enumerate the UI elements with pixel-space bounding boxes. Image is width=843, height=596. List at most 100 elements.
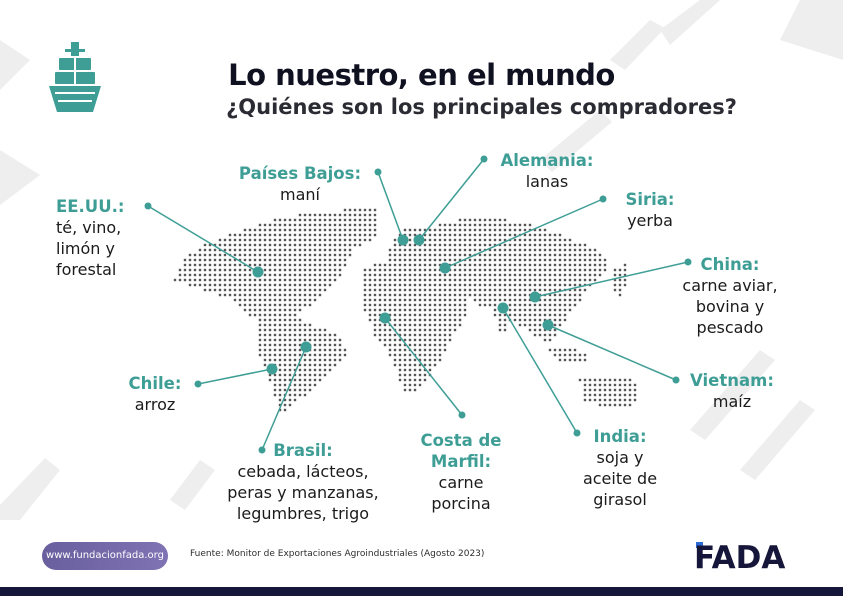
map-dot (518, 258, 522, 262)
map-dot (498, 228, 502, 232)
map-dot (458, 288, 462, 292)
map-dot (588, 263, 592, 267)
map-dot (383, 328, 387, 332)
map-dot (428, 268, 432, 272)
map-dot (293, 373, 297, 377)
map-dot (568, 308, 572, 312)
map-dot (278, 363, 282, 367)
map-dot (268, 283, 272, 287)
map-dot (483, 243, 487, 247)
map-dot (543, 308, 547, 312)
map-dot (278, 403, 282, 407)
map-dot (503, 318, 507, 322)
map-dot (433, 343, 437, 347)
label-eeuu: EE.UU.: té, vino, limón y forestal (56, 196, 124, 280)
map-dot (398, 373, 402, 377)
map-dot (303, 273, 307, 277)
map-dot (383, 333, 387, 337)
map-dot (188, 263, 192, 267)
map-dot (323, 333, 327, 337)
map-dot (523, 323, 527, 327)
map-dot (228, 268, 232, 272)
map-dot (313, 258, 317, 262)
map-dot (283, 258, 287, 262)
map-dot (403, 278, 407, 282)
map-dot (393, 258, 397, 262)
map-dot (278, 343, 282, 347)
leader-paises-bajos-label-dot (374, 168, 382, 176)
map-dot (193, 258, 197, 262)
map-dot (478, 243, 482, 247)
map-dot (423, 328, 427, 332)
map-dot (303, 323, 307, 327)
map-dot (293, 258, 297, 262)
map-dot (398, 318, 402, 322)
map-dot (408, 243, 412, 247)
map-dot (193, 283, 197, 287)
map-dot (593, 383, 597, 387)
map-dot (418, 348, 422, 352)
map-dot (278, 258, 282, 262)
map-dot (413, 278, 417, 282)
label-china: China: carne aviar, bovina y pescado (670, 254, 790, 338)
map-dot (328, 353, 332, 357)
map-dot (268, 223, 272, 227)
map-dot (403, 263, 407, 267)
map-dot (428, 298, 432, 302)
map-dot (348, 238, 352, 242)
map-dot (418, 358, 422, 362)
map-dot (328, 228, 332, 232)
map-dot (398, 353, 402, 357)
map-dot (563, 318, 567, 322)
map-dot (333, 358, 337, 362)
map-dot (323, 363, 327, 367)
map-dot (463, 298, 467, 302)
map-dot (263, 358, 267, 362)
map-dot (533, 283, 537, 287)
map-dot (553, 273, 557, 277)
map-dot (538, 238, 542, 242)
map-dot (278, 278, 282, 282)
map-dot (528, 248, 532, 252)
country-name: Chile: (128, 374, 182, 393)
map-dot (433, 328, 437, 332)
map-dot (393, 243, 397, 247)
map-dot (483, 218, 487, 222)
map-dot (493, 223, 497, 227)
map-dot (308, 233, 312, 237)
map-dot (573, 288, 577, 292)
map-dot (503, 273, 507, 277)
map-dot (543, 298, 547, 302)
map-dot (288, 263, 292, 267)
map-dot (458, 318, 462, 322)
map-dot (543, 258, 547, 262)
map-dot (623, 388, 627, 392)
map-dot (263, 288, 267, 292)
map-dot (298, 298, 302, 302)
map-dot (448, 323, 452, 327)
map-dot (283, 388, 287, 392)
map-dot (193, 263, 197, 267)
map-dot (373, 218, 377, 222)
map-dot (253, 263, 257, 267)
map-dot (273, 298, 277, 302)
map-dots (173, 208, 637, 412)
map-dot (548, 233, 552, 237)
map-dot (408, 333, 412, 337)
map-dot (468, 253, 472, 257)
map-dot (258, 288, 262, 292)
map-dot (548, 268, 552, 272)
map-dot (438, 298, 442, 302)
map-dot (323, 243, 327, 247)
map-dot (558, 273, 562, 277)
map-dot (583, 253, 587, 257)
website-link[interactable]: www.fundacionfada.org (42, 542, 168, 570)
map-dot (423, 348, 427, 352)
map-dot (353, 218, 357, 222)
map-dot (313, 343, 317, 347)
map-dot (338, 213, 342, 217)
map-dot (578, 278, 582, 282)
map-dot (403, 323, 407, 327)
map-dot (378, 338, 382, 342)
map-dot (563, 313, 567, 317)
